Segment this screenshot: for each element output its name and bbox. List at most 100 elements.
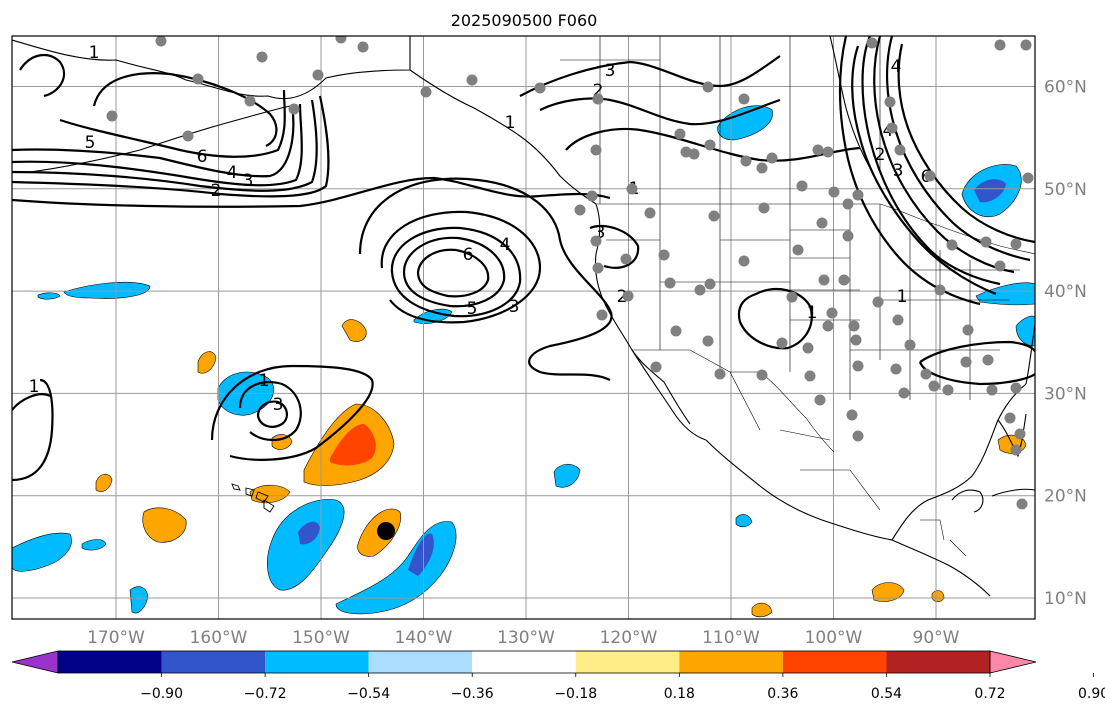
colorbar-segment [679, 651, 783, 673]
station-marker [1016, 498, 1028, 510]
coast-hudson [829, 36, 871, 169]
contour-label-2c: 2 [593, 81, 604, 101]
pos-area-9 [751, 602, 773, 618]
station-marker [928, 380, 940, 392]
contour-label-3c: 3 [605, 61, 616, 81]
pos-area-1 [142, 507, 187, 543]
station-marker [962, 324, 974, 336]
coast-cuba [991, 488, 1035, 497]
station-marker [155, 36, 167, 47]
contour-alaska-3 [12, 99, 318, 192]
contour-pacific-1 [12, 176, 611, 208]
contour-label-1h: 1 [897, 287, 908, 307]
station-marker [738, 93, 750, 105]
pos-area-2 [249, 484, 291, 504]
colorbar-tick-label: −0.36 [451, 686, 494, 702]
coast-gulf [891, 383, 1027, 541]
coast-yucatan [951, 489, 984, 513]
coastlines [12, 36, 1035, 597]
colorbar-segment [161, 651, 266, 673]
station-marker [934, 284, 946, 296]
contour-east-1 [838, 36, 981, 306]
border-states-1 [606, 204, 791, 372]
station-marker [818, 274, 830, 286]
station-marker [792, 244, 804, 256]
contour-label-1k: 1 [89, 43, 100, 63]
lat-tick-label: 20°N [1044, 487, 1087, 507]
neg-area-small-7 [735, 514, 753, 528]
station-marker [1010, 382, 1022, 394]
colorbar-segment [58, 651, 162, 673]
station-marker [620, 253, 632, 265]
neg-core-south-2 [408, 533, 434, 576]
neg-area-east-1 [975, 282, 1035, 306]
station-marker [586, 190, 598, 202]
station-marker [850, 334, 862, 346]
contour-label-2d: 2 [617, 287, 628, 307]
hawaii-islands [231, 483, 275, 513]
station-marker [288, 103, 300, 115]
contour-tc-2 [238, 380, 302, 442]
contour-alaska-2 [12, 95, 330, 198]
neg-area-small-5 [553, 463, 581, 488]
lat-tick-label: 10°N [1044, 589, 1087, 609]
colorbar-tick-label: 0.36 [767, 686, 798, 702]
station-marker [826, 307, 838, 319]
station-marker [852, 430, 864, 442]
contour-label-3b: 3 [509, 297, 520, 317]
colorbar-tick-label: −0.90 [140, 686, 183, 702]
contour-label-2a: 2 [211, 181, 222, 201]
colorbar-segment [368, 651, 473, 673]
station-marker [1010, 238, 1022, 250]
station-marker [1004, 412, 1016, 424]
lat-tick-label: 30°N [1044, 384, 1087, 404]
coast-westcoast [594, 203, 691, 425]
pos-area-6 [271, 434, 293, 450]
lon-tick-label: 160°W [190, 628, 248, 648]
contour-west-1 [12, 378, 54, 482]
station-marker [1014, 428, 1026, 440]
station-marker [786, 291, 798, 303]
station-marker [192, 73, 204, 85]
station-marker [852, 360, 864, 372]
colorbar-segment [782, 651, 887, 673]
station-marker [335, 36, 347, 44]
station-marker [534, 82, 546, 94]
neg-core-south-1 [298, 521, 320, 545]
contour-label-3e: 3 [273, 395, 284, 415]
coast-bc [409, 69, 597, 205]
station-marker [766, 152, 778, 164]
contour-label-4a: 4 [227, 163, 238, 183]
station-marker [924, 170, 936, 182]
storm-position-marker [377, 522, 395, 540]
colorbar-tick-label: 0.54 [871, 686, 902, 702]
station-marker [1020, 39, 1032, 51]
station-marker [740, 155, 752, 167]
contour-low-4 [390, 226, 522, 318]
station-marker [256, 51, 268, 63]
colorbar-segment [265, 651, 369, 673]
contour-low-6 [416, 248, 490, 298]
pos-area-4 [341, 319, 367, 342]
station-marker [758, 202, 770, 214]
contour-label-4i: 4 [891, 57, 902, 77]
station-marker [596, 309, 608, 321]
station-marker [898, 387, 910, 399]
contour-east-6 [851, 45, 997, 296]
station-marker [980, 236, 992, 248]
station-marker [872, 296, 884, 308]
station-marker [982, 354, 994, 366]
neg-area-south-1 [267, 499, 345, 591]
border-central-america [920, 519, 967, 557]
station-marker [796, 180, 808, 192]
island-2 [245, 487, 255, 497]
contour-alaska-4 [12, 103, 303, 187]
contour-low-2 [358, 177, 613, 381]
station-marker [738, 255, 750, 267]
station-marker [802, 342, 814, 354]
station-marker [838, 274, 850, 286]
station-marker [312, 69, 324, 81]
colorbar-tick-label: −0.18 [554, 686, 597, 702]
contour-label-1g: 1 [807, 303, 818, 323]
